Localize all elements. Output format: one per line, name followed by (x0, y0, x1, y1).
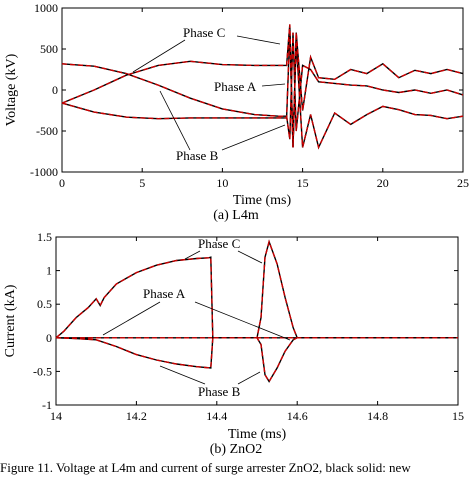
arrow-b-a2 (194, 301, 291, 341)
figure-caption: Figure 11. Voltage at L4m and current of… (0, 460, 411, 475)
subplot-label-b: (b) ZnO2 (210, 442, 263, 457)
x-tick-label: 14.8 (367, 409, 388, 423)
x-tick-label: 10 (216, 176, 228, 190)
ticks-b: 14 14.2 14.4 14.6 14.8 15 -1 -0.5 0 0.5 1 1.5 (33, 230, 464, 423)
y-tick-label: 0.5 (37, 297, 52, 311)
x-tick-label: 0 (59, 176, 65, 190)
series-line-dashed-phase-c (61, 24, 464, 148)
annot-a-phase-a: Phase A (214, 79, 257, 94)
x-tick-label: 5 (139, 176, 145, 190)
arrow-b-c1 (184, 250, 201, 260)
chart-a: 0 5 10 15 20 25 -1000 -500 0 500 1000 Time (ms) Vo… (4, 1, 469, 223)
arrow-a-b1 (159, 90, 191, 151)
series-line-dashed-phase-c (55, 239, 458, 339)
annot-a-phase-c: Phase C (183, 25, 225, 40)
series-b (55, 239, 458, 383)
annot-b-phase-b: Phase B (198, 384, 241, 399)
xlabel-a: Time (ms) (233, 193, 292, 208)
series-line-dashed-phase-b (55, 337, 458, 383)
ticks-a: 0 5 10 15 20 25 -1000 -500 0 500 1000 (30, 1, 469, 190)
arrow-b-b1 (159, 365, 206, 385)
y-tick-label: 1.5 (37, 230, 52, 244)
annot-a-phase-b: Phase B (176, 148, 219, 163)
x-tick-label: 14.6 (287, 409, 308, 423)
y-tick-label: 500 (40, 42, 58, 56)
x-tick-label: 14.4 (206, 409, 227, 423)
annot-b-phase-a: Phase A (143, 286, 186, 301)
plot-frame-a (61, 7, 464, 173)
arrow-b-a1 (102, 301, 161, 336)
arrow-b-b2 (237, 371, 261, 385)
arrow-a-b2 (221, 124, 286, 151)
series-line-solid-phase-c (55, 239, 458, 339)
series-line-dashed-phase-b (61, 32, 464, 150)
y-tick-label: 0 (52, 83, 58, 97)
x-tick-label: 14 (50, 409, 62, 423)
y-tick-label: -0.5 (33, 364, 52, 378)
x-tick-label: 15 (452, 409, 464, 423)
ylabel-a: Voltage (kV) (4, 53, 19, 126)
x-tick-label: 14.2 (126, 409, 147, 423)
series-line-dashed-phase-a (61, 32, 464, 140)
annot-arrows-a (132, 35, 286, 151)
series-line-solid-phase-b (55, 337, 458, 383)
y-tick-label: -500 (36, 124, 58, 138)
x-tick-label: 20 (377, 176, 389, 190)
subplot-label-a: (a) L4m (213, 208, 259, 223)
series-line-solid-phase-b (61, 32, 464, 150)
x-tick-label: 25 (457, 176, 469, 190)
plot-frame-b (55, 236, 459, 406)
annot-b-phase-c: Phase C (198, 236, 240, 251)
chart-b: 14 14.2 14.4 14.6 14.8 15 -1 -0.5 0 0.5 1 1.5 Time … (3, 230, 464, 457)
y-tick-label: 0 (46, 331, 52, 345)
annot-arrows-b (102, 250, 291, 385)
y-tick-label: 1 (46, 264, 52, 278)
arrow-a-c2 (236, 35, 281, 45)
y-tick-label: -1 (42, 398, 52, 412)
y-tick-label: -1000 (30, 165, 58, 179)
series-a (61, 24, 464, 150)
arrow-b-c2 (237, 250, 263, 264)
x-tick-label: 15 (297, 176, 309, 190)
ylabel-b: Current (kA) (3, 284, 18, 357)
y-tick-label: 1000 (34, 1, 58, 15)
xlabel-b: Time (ms) (228, 427, 287, 442)
arrow-a-c1 (132, 39, 186, 73)
arrow-a-a (261, 83, 286, 87)
